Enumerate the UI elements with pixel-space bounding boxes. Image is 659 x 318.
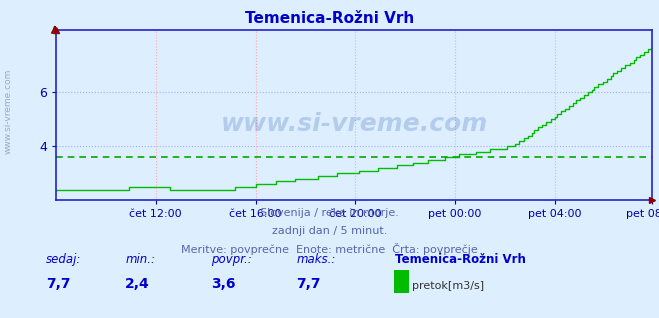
Text: pretok[m3/s]: pretok[m3/s] <box>412 281 484 291</box>
Text: zadnji dan / 5 minut.: zadnji dan / 5 minut. <box>272 226 387 236</box>
Text: min.:: min.: <box>125 252 156 266</box>
Text: maks.:: maks.: <box>297 252 336 266</box>
Text: Temenica-Rožni Vrh: Temenica-Rožni Vrh <box>245 11 414 26</box>
Text: povpr.:: povpr.: <box>211 252 252 266</box>
Text: 3,6: 3,6 <box>211 277 235 291</box>
Text: 2,4: 2,4 <box>125 277 150 291</box>
Text: 7,7: 7,7 <box>297 277 321 291</box>
Text: www.si-vreme.com: www.si-vreme.com <box>3 69 13 154</box>
Text: www.si-vreme.com: www.si-vreme.com <box>221 112 488 136</box>
Text: Slovenija / reke in morje.: Slovenija / reke in morje. <box>260 208 399 218</box>
Text: Meritve: povprečne  Enote: metrične  Črta: povprečje: Meritve: povprečne Enote: metrične Črta:… <box>181 243 478 255</box>
Text: Temenica-Rožni Vrh: Temenica-Rožni Vrh <box>395 252 527 266</box>
Text: 7,7: 7,7 <box>46 277 71 291</box>
Text: sedaj:: sedaj: <box>46 252 82 266</box>
